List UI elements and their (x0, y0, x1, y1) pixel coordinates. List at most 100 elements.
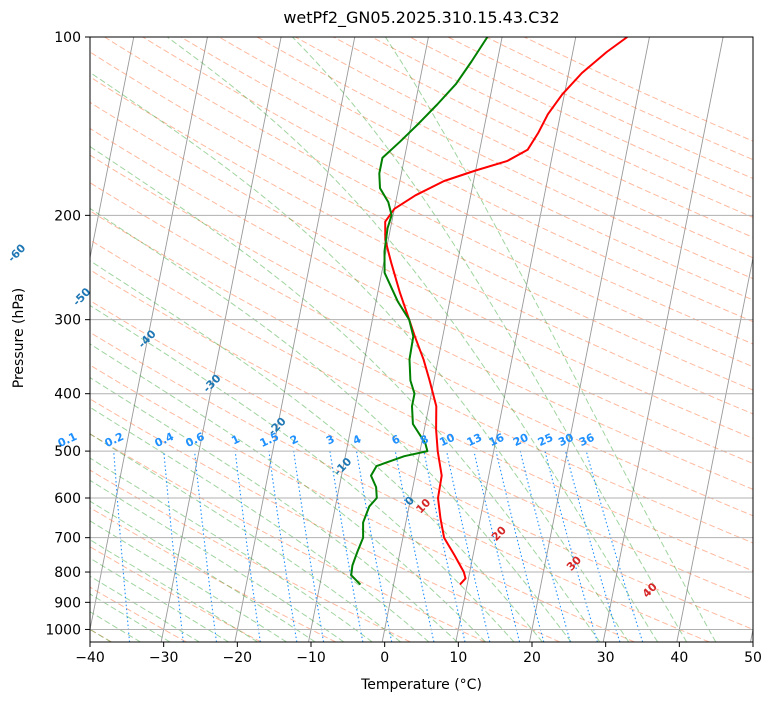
dry-adiabat-line (371, 37, 753, 218)
mixing-ratio-line (585, 450, 644, 642)
dry-adiabat-line (295, 37, 753, 259)
moist-adiabat-line (90, 575, 200, 642)
y-tick-label: 600 (54, 491, 81, 507)
dry-adiabat-line (90, 76, 753, 415)
moist-adiabat-line (166, 37, 659, 642)
dry-adiabat-line (90, 300, 753, 630)
dry-adiabat-line (90, 507, 336, 642)
dry-adiabat-line (90, 154, 753, 490)
x-tick-label: 50 (744, 650, 762, 666)
isotherm-line (381, 37, 503, 642)
mixing-ratio-label: 13 (465, 431, 484, 449)
dry-adiabat-line (447, 37, 753, 180)
mixing-ratio-line (234, 451, 261, 642)
dewpoint-profile-line (350, 37, 489, 586)
moist-adiabat-line (90, 611, 141, 642)
mixing-ratio-label: 8 (418, 432, 430, 447)
moist-adiabat-label: 10 (413, 496, 433, 516)
isotherm-label: -60 (5, 241, 28, 265)
mixing-ratio-label: 20 (511, 431, 531, 449)
mixing-ratio-line (355, 451, 393, 642)
mixing-ratio-line (564, 450, 621, 642)
isotherm-label: -10 (331, 455, 354, 479)
dry-adiabat-line (90, 210, 753, 544)
isotherm-line (0, 37, 60, 642)
dry-adiabat-line (218, 37, 753, 301)
dry-adiabat-line (180, 37, 753, 323)
moist-adiabat-line (90, 260, 543, 642)
moist-adiabat-line (90, 377, 458, 642)
dry-adiabat-line (523, 37, 753, 142)
mixing-ratio-line (329, 451, 364, 642)
moist-adiabat-line (90, 557, 229, 642)
isotherm-line (602, 37, 724, 642)
isotherm-line (234, 37, 356, 642)
y-tick-label: 200 (54, 208, 81, 224)
isotherm-line (160, 37, 282, 642)
x-tick-label: 0 (380, 650, 389, 666)
isotherm-line (90, 37, 208, 632)
isotherm-line (455, 37, 577, 642)
mixing-ratio-label: 0.6 (183, 430, 206, 450)
x-tick-label: −40 (75, 650, 105, 666)
moist-adiabat-label: 20 (489, 523, 509, 543)
mixing-ratio-label: 36 (577, 431, 597, 449)
dry-adiabat-line (485, 37, 753, 161)
mixing-ratio-label: 6 (390, 432, 403, 447)
dry-adiabat-line (409, 37, 753, 199)
isotherm-line (90, 37, 135, 261)
mixing-ratio-label: 0.2 (103, 430, 126, 450)
x-tick-label: −10 (296, 650, 326, 666)
x-axis-label: Temperature (°C) (361, 677, 482, 693)
mixing-ratio-line (519, 450, 571, 642)
mixing-ratio-label: 16 (487, 431, 507, 449)
dry-adiabat-line (90, 628, 112, 642)
plot-frame (89, 36, 754, 643)
chart-title: wetPf2_GN05.2025.310.15.43.C32 (283, 8, 560, 27)
dry-adiabat-line (90, 182, 753, 517)
moist-adiabat-line (90, 479, 345, 642)
x-tick-label: −20 (223, 650, 253, 666)
mixing-ratio-label: 30 (556, 431, 576, 449)
dry-adiabat-line (90, 331, 710, 642)
x-tick-label: 10 (449, 650, 467, 666)
y-tick-label: 100 (54, 30, 81, 46)
mixing-ratio-line (495, 450, 545, 642)
dry-adiabat-line (90, 433, 486, 642)
moist-adiabat-line (90, 343, 486, 642)
dry-adiabat-line (90, 101, 753, 439)
moist-adiabat-line (384, 37, 717, 642)
y-tick-label: 400 (54, 387, 81, 403)
moist-adiabat-line (90, 433, 401, 642)
dry-adiabat-line (90, 546, 262, 642)
x-tick-label: −30 (149, 650, 179, 666)
x-tick-label: 30 (597, 650, 615, 666)
dry-adiabat-line (90, 127, 753, 465)
moist-adiabat-line (90, 539, 258, 642)
moist-adiabat-line (90, 457, 373, 642)
mixing-ratio-line (268, 451, 298, 642)
moist-adiabat-line (292, 37, 688, 642)
isotherm-label: -40 (136, 327, 159, 351)
mixing-ratio-line (394, 450, 435, 642)
moist-adiabat-line (90, 406, 430, 642)
y-tick-label: 700 (54, 531, 81, 547)
mixing-ratio-label: 3 (324, 432, 336, 447)
mixing-ratio-label: 10 (437, 431, 457, 449)
mixing-ratio-line (293, 451, 325, 642)
dry-adiabat-line (256, 37, 753, 280)
moist-adiabat-line (90, 71, 630, 642)
x-tick-label: 20 (523, 650, 541, 666)
temperature-profile-line (384, 37, 628, 586)
mixing-ratio-line (423, 450, 466, 642)
moist-adiabat-line (90, 207, 572, 642)
isotherm-line (750, 627, 753, 642)
dry-adiabat-line (142, 37, 753, 345)
moist-adiabat-line (90, 304, 515, 642)
isotherm-line (676, 255, 753, 642)
dry-adiabat-line (90, 239, 753, 572)
dry-adiabat-line (90, 586, 187, 642)
dry-adiabat-line (90, 269, 753, 601)
dry-adiabat-line (104, 37, 753, 368)
